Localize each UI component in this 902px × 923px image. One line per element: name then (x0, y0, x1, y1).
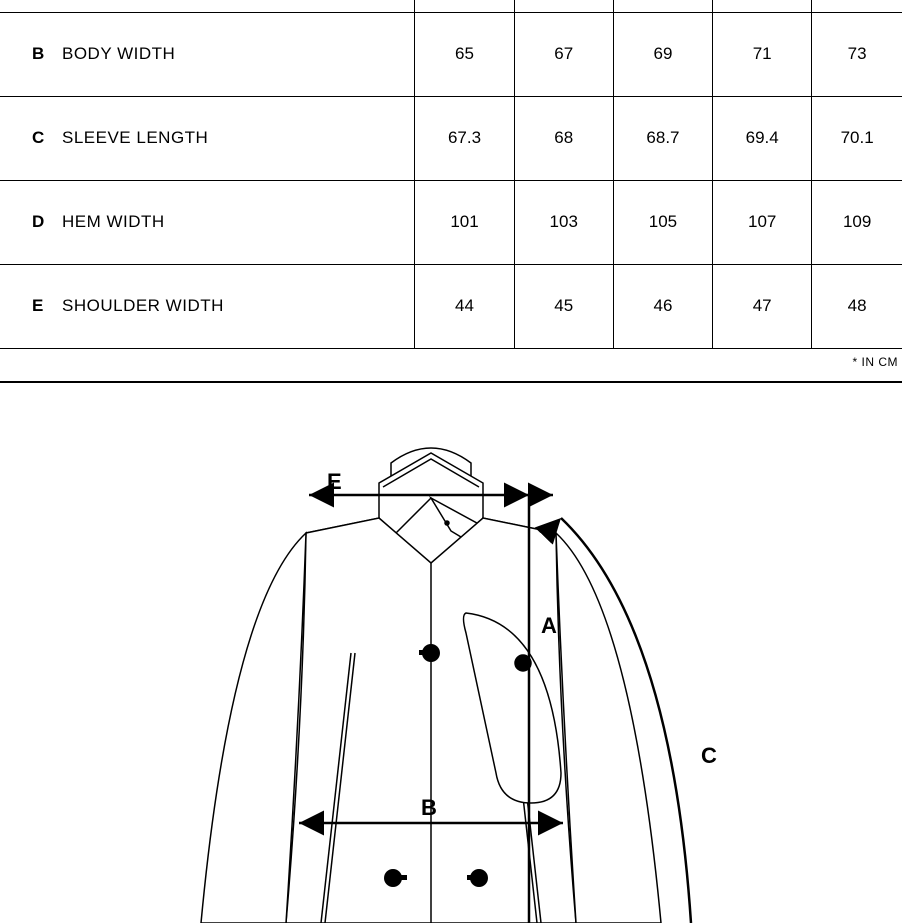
measurement-value: 68.7 (613, 96, 712, 180)
measurement-value: 48 (812, 264, 902, 348)
table-row: BBODY WIDTH6567697173 (0, 12, 902, 96)
measurement-label-cell: CSLEEVE LENGTH (0, 96, 415, 180)
measurement-value: 101 (415, 180, 514, 264)
measurement-value: 105 (613, 180, 712, 264)
measurement-value: 44 (415, 264, 514, 348)
size-chart-table: BBODY WIDTH6567697173CSLEEVE LENGTH67.36… (0, 0, 902, 349)
table-header-stub (0, 0, 902, 12)
table-row: CSLEEVE LENGTH67.36868.769.470.1 (0, 96, 902, 180)
measurement-name: SLEEVE LENGTH (54, 128, 208, 147)
measurement-name: HEM WIDTH (54, 212, 165, 231)
measurement-value: 65 (415, 12, 514, 96)
measurement-value: 107 (713, 180, 812, 264)
diagram-label-e: E (327, 469, 342, 494)
measurement-label-cell: BBODY WIDTH (0, 12, 415, 96)
measurement-letter: E (32, 296, 54, 316)
table-row: DHEM WIDTH101103105107109 (0, 180, 902, 264)
measurement-value: 67.3 (415, 96, 514, 180)
measurement-value: 45 (514, 264, 613, 348)
measurement-value: 71 (713, 12, 812, 96)
measurement-value: 70.1 (812, 96, 902, 180)
measurement-name: BODY WIDTH (54, 44, 175, 63)
measurement-value: 103 (514, 180, 613, 264)
measurement-letter: C (32, 128, 54, 148)
table-row: ESHOULDER WIDTH4445464748 (0, 264, 902, 348)
diagram-label-b: B (421, 795, 437, 820)
measurement-letter: B (32, 44, 54, 64)
measurement-value: 68 (514, 96, 613, 180)
measurement-value: 73 (812, 12, 902, 96)
unit-note: * IN CM (0, 349, 902, 375)
measurement-value: 109 (812, 180, 902, 264)
measurement-letter: D (32, 212, 54, 232)
diagram-label-c: C (701, 743, 717, 768)
measurement-label-cell: DHEM WIDTH (0, 180, 415, 264)
measurement-value: 46 (613, 264, 712, 348)
measurement-value: 69.4 (713, 96, 812, 180)
measurement-value: 67 (514, 12, 613, 96)
measurement-value: 69 (613, 12, 712, 96)
garment-diagram: E A B C (0, 383, 902, 923)
measurement-label-cell: ESHOULDER WIDTH (0, 264, 415, 348)
diagram-label-a: A (541, 613, 557, 638)
measurement-name: SHOULDER WIDTH (54, 296, 224, 315)
measurement-value: 47 (713, 264, 812, 348)
